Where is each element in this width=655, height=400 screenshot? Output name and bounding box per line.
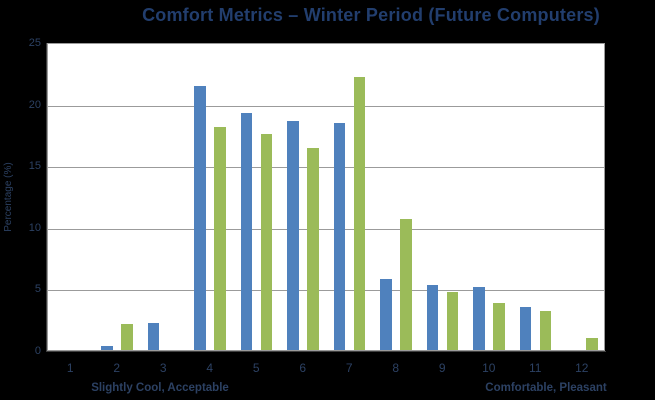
bar-green-bars-cat8 — [400, 219, 412, 350]
x-tick-label-9: 9 — [438, 361, 446, 375]
x-tick-label-5: 5 — [252, 361, 260, 375]
bar-blue-bars-cat2 — [101, 346, 113, 350]
bar-blue-bars-cat8 — [380, 278, 392, 350]
bar-green-bars-cat11 — [539, 310, 551, 350]
bar-blue-bars-cat10 — [473, 287, 485, 350]
y-tick-label-5: 5 — [34, 283, 41, 296]
gridline-y20 — [48, 105, 604, 107]
gridline-y10 — [48, 228, 604, 230]
bar-green-bars-cat6 — [307, 147, 319, 350]
bar-green-bars-cat7 — [353, 76, 365, 350]
x-tick-label-1: 1 — [66, 361, 74, 375]
bar-green-bars-cat10 — [493, 303, 505, 350]
bar-green-bars-cat4 — [214, 127, 226, 350]
bar-green-bars-cat2 — [121, 324, 133, 350]
y-tick-label-0: 0 — [34, 345, 41, 357]
x-axis-line — [46, 351, 606, 352]
plot-area — [47, 43, 605, 351]
x-axis-annotation-left: Slightly Cool, Acceptable — [91, 382, 229, 394]
y-tick-label-25: 25 — [28, 37, 41, 49]
y-tick-label-10: 10 — [28, 221, 41, 234]
bar-blue-bars-cat4 — [194, 86, 206, 350]
bar-blue-bars-cat3 — [147, 322, 159, 350]
bar-blue-bars-cat11 — [519, 306, 531, 350]
x-tick-label-6: 6 — [299, 361, 307, 375]
x-tick-label-4: 4 — [206, 361, 214, 375]
x-tick-label-10: 10 — [482, 361, 496, 375]
chart-title: Comfort Metrics – Winter Period (Future … — [142, 5, 600, 25]
bar-green-bars-cat9 — [446, 292, 458, 350]
bar-green-bars-cat12 — [586, 337, 598, 350]
bar-blue-bars-cat6 — [287, 120, 299, 350]
x-tick-label-12: 12 — [575, 361, 589, 375]
x-tick-label-8: 8 — [392, 361, 400, 375]
x-axis-annotation-right: Comfortable, Pleasant — [485, 382, 607, 394]
x-tick-label-7: 7 — [345, 361, 353, 375]
x-tick-label-11: 11 — [529, 361, 542, 375]
bar-blue-bars-cat5 — [240, 113, 252, 350]
x-tick-label-2: 2 — [113, 361, 121, 375]
y-axis-line — [46, 43, 47, 352]
gridline-y5 — [48, 290, 604, 292]
y-axis-title: Percentage (%) — [3, 162, 14, 232]
gridline-y15 — [48, 167, 604, 169]
bar-blue-bars-cat9 — [426, 284, 438, 350]
x-tick-label-3: 3 — [159, 361, 167, 375]
bar-blue-bars-cat7 — [333, 123, 345, 350]
bar-green-bars-cat5 — [260, 134, 272, 350]
y-tick-label-20: 20 — [28, 98, 41, 111]
y-tick-label-15: 15 — [28, 160, 41, 173]
